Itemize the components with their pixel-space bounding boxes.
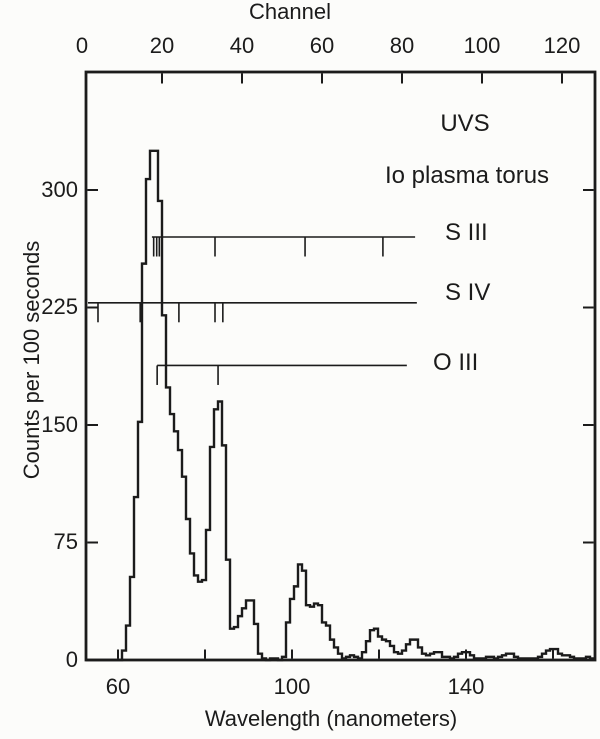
top-axis-title: Channel: [249, 0, 331, 24]
bottom-axis-tick-label: 140: [447, 674, 485, 699]
histogram-trace: [86, 149, 597, 662]
ion-label-s-iv: S IV: [445, 279, 491, 306]
top-axis-tick-label: 80: [389, 33, 415, 58]
top-axis-tick-label: 100: [463, 33, 501, 58]
left-axis-tick-label: 75: [53, 529, 78, 554]
bottom-axis-title: Wavelength (nanometers): [204, 706, 458, 731]
left-axis-title: Counts per 100 seconds: [19, 240, 44, 480]
left-axis-tick-label: 0: [65, 647, 78, 672]
bottom-axis-tick-label: 60: [105, 674, 131, 699]
top-axis-tick-label: 120: [543, 33, 581, 58]
bottom-axis-tick-label: 100: [273, 674, 311, 699]
target-label: Io plasma torus: [384, 162, 550, 189]
instrument-label: UVS: [440, 110, 490, 137]
top-axis-tick-label: 20: [149, 33, 175, 58]
plot-frame: [84, 70, 597, 662]
top-axis-tick-label: 40: [229, 33, 255, 58]
left-axis-tick-label: 150: [41, 412, 78, 437]
top-axis-tick-label: 60: [309, 33, 335, 58]
ion-label-s-iii: S III: [445, 219, 488, 246]
left-axis-tick-label: 300: [41, 177, 78, 202]
left-axis-tick-label: 225: [41, 294, 78, 319]
ion-label-o-iii: O III: [433, 349, 479, 376]
top-axis-tick-label: 0: [75, 33, 89, 58]
